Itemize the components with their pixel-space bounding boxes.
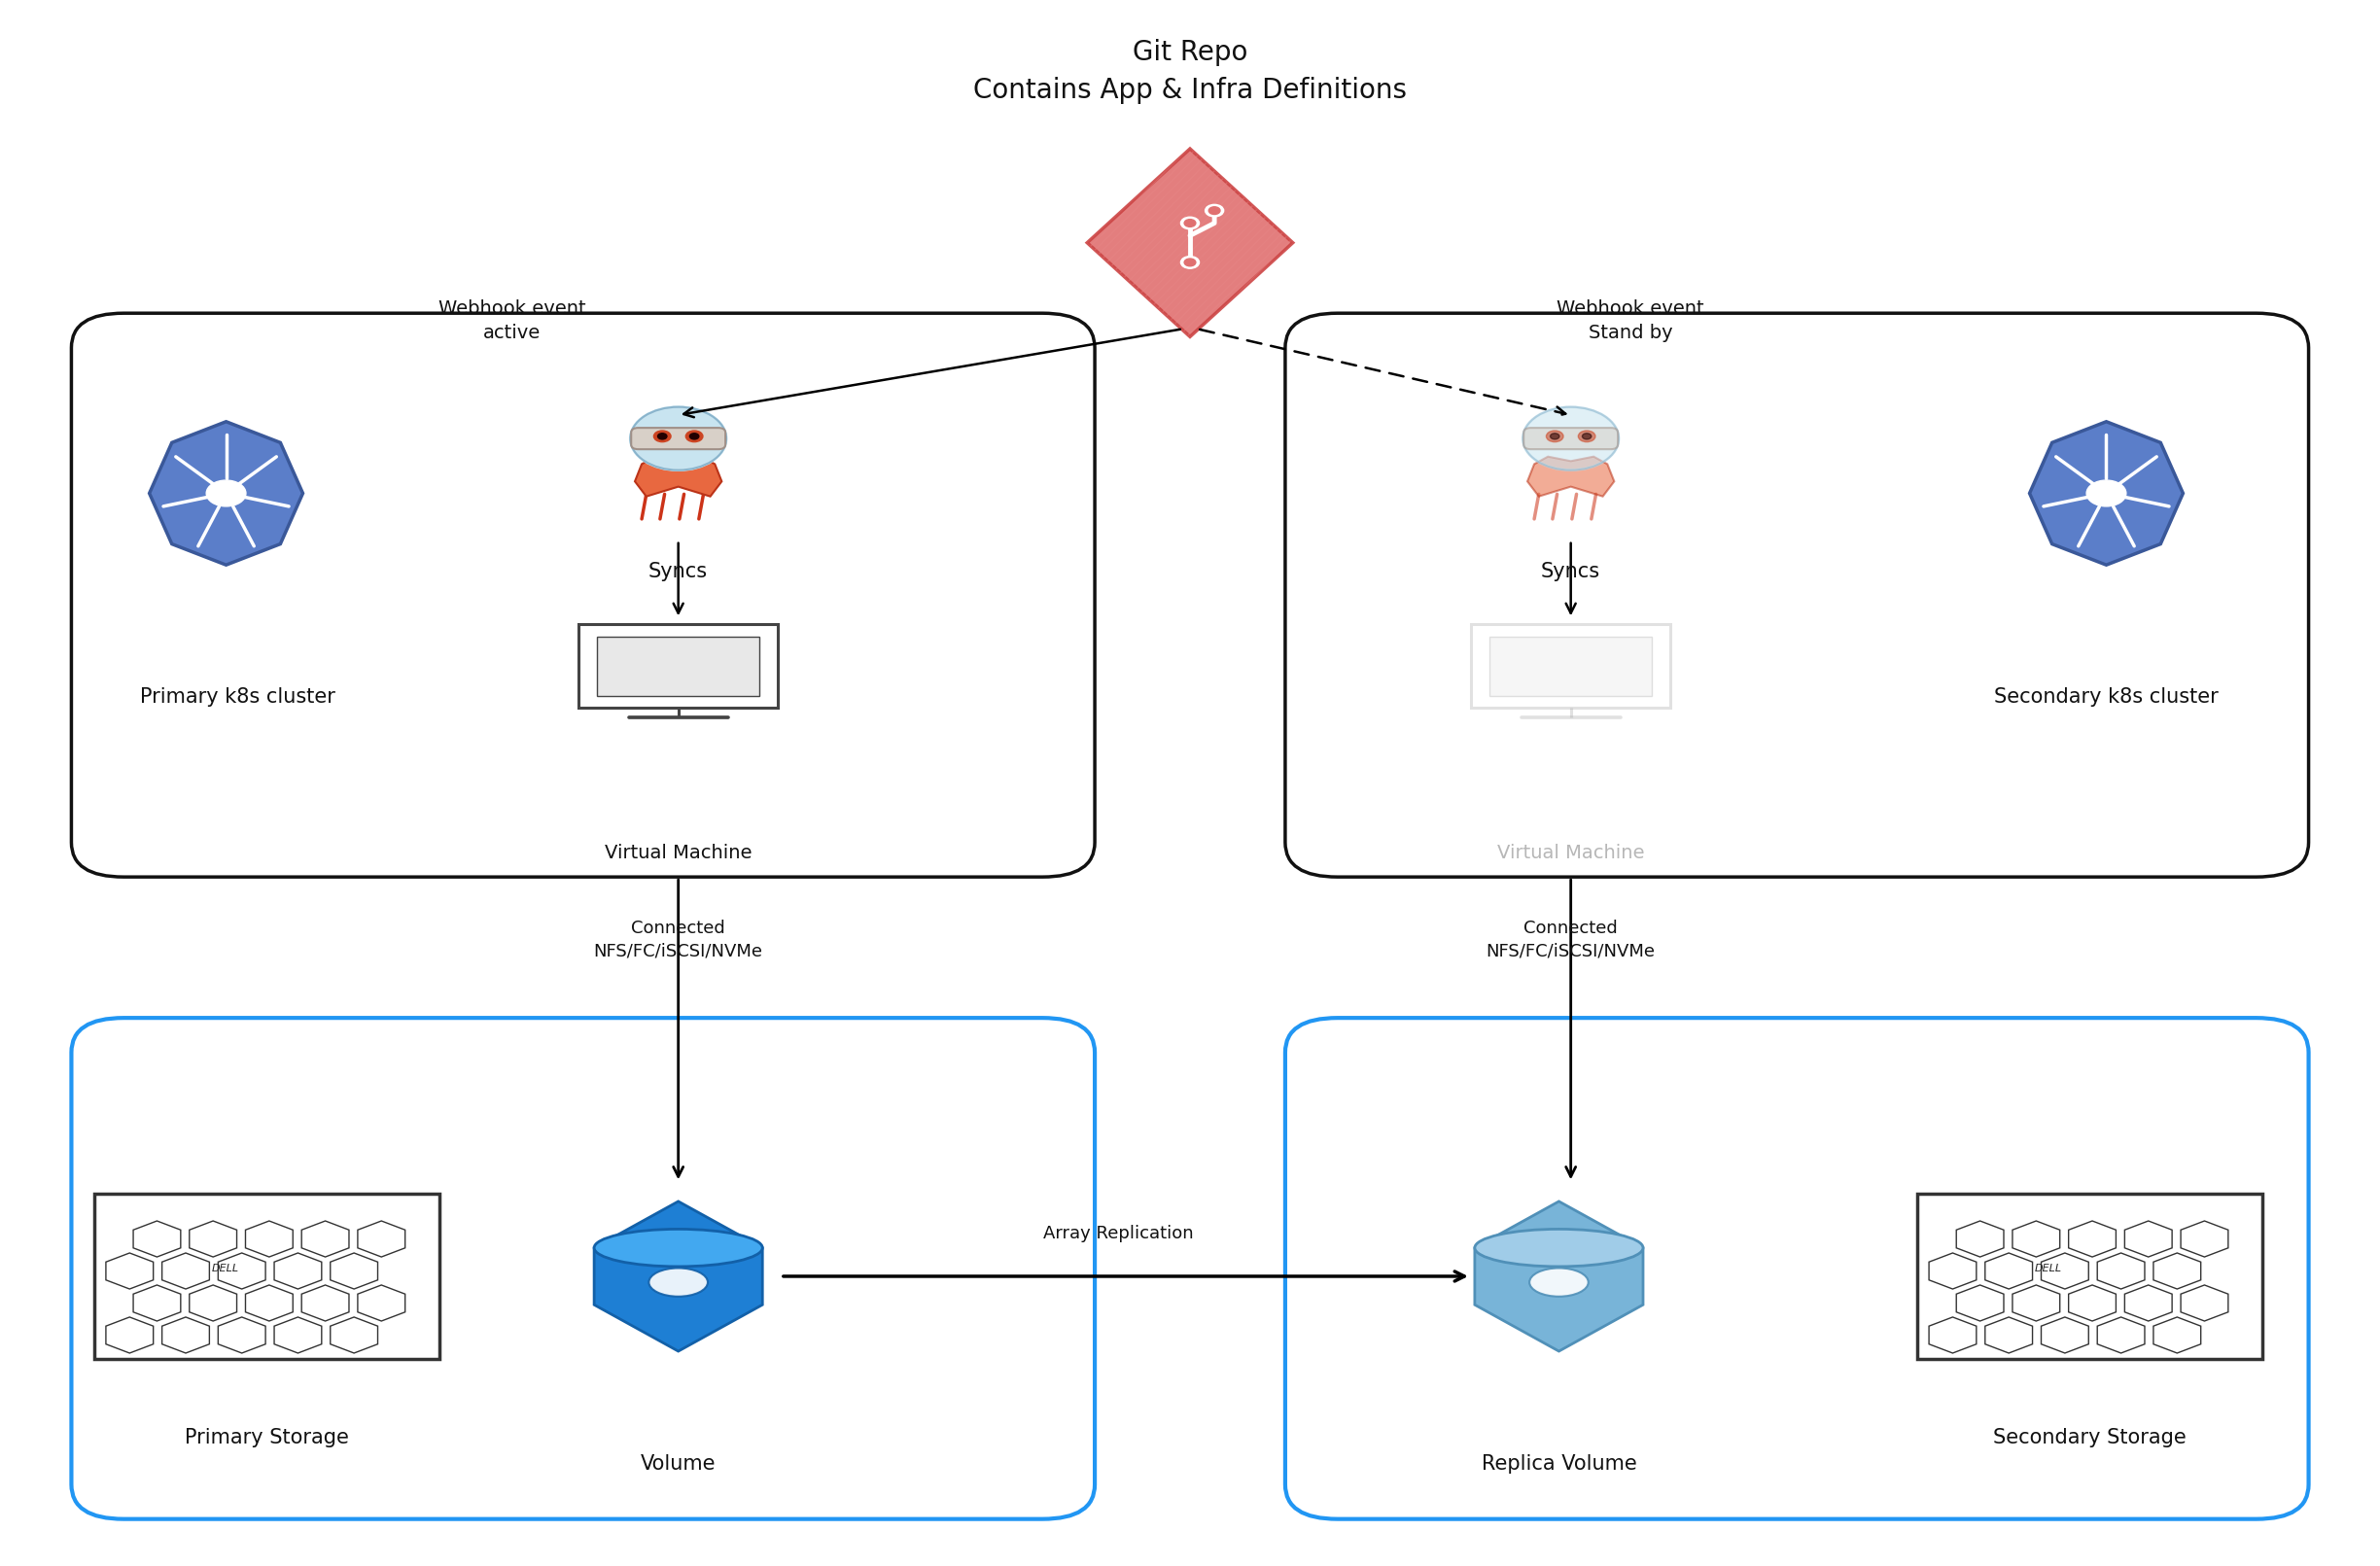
Circle shape	[631, 407, 726, 470]
FancyBboxPatch shape	[1490, 636, 1652, 695]
Text: Secondary Storage: Secondary Storage	[1992, 1428, 2187, 1447]
Polygon shape	[1088, 149, 1292, 337]
Circle shape	[1578, 431, 1595, 442]
Text: Virtual Machine: Virtual Machine	[1497, 844, 1645, 863]
FancyBboxPatch shape	[1471, 625, 1671, 708]
FancyBboxPatch shape	[597, 636, 759, 695]
Polygon shape	[150, 421, 302, 565]
Polygon shape	[1528, 457, 1614, 496]
Text: Primary k8s cluster: Primary k8s cluster	[140, 687, 336, 706]
Circle shape	[1180, 257, 1200, 268]
Circle shape	[1204, 205, 1223, 216]
Circle shape	[1549, 434, 1559, 440]
Ellipse shape	[1476, 1229, 1642, 1267]
Circle shape	[1185, 219, 1195, 227]
FancyBboxPatch shape	[1285, 1018, 2309, 1519]
Text: Git Repo
Contains App & Infra Definitions: Git Repo Contains App & Infra Definition…	[973, 39, 1407, 105]
FancyBboxPatch shape	[95, 1195, 438, 1358]
Circle shape	[1523, 407, 1618, 470]
Text: Connected
NFS/FC/iSCSI/NVMe: Connected NFS/FC/iSCSI/NVMe	[1485, 919, 1656, 960]
Text: Volume: Volume	[640, 1455, 716, 1474]
Circle shape	[1547, 431, 1564, 442]
FancyBboxPatch shape	[1918, 1195, 2261, 1358]
FancyBboxPatch shape	[1285, 313, 2309, 877]
Circle shape	[685, 431, 702, 442]
Text: Array Replication: Array Replication	[1042, 1225, 1195, 1243]
FancyBboxPatch shape	[631, 428, 726, 449]
Circle shape	[690, 434, 700, 440]
Text: Virtual Machine: Virtual Machine	[605, 844, 752, 863]
FancyBboxPatch shape	[71, 1018, 1095, 1519]
Text: Webhook event
Stand by: Webhook event Stand by	[1557, 299, 1704, 343]
FancyBboxPatch shape	[71, 313, 1095, 877]
Circle shape	[1583, 434, 1592, 440]
Text: DELL: DELL	[212, 1264, 238, 1273]
Circle shape	[2087, 481, 2125, 506]
Circle shape	[1209, 207, 1221, 215]
FancyBboxPatch shape	[578, 625, 778, 708]
Ellipse shape	[595, 1229, 762, 1267]
Circle shape	[654, 431, 671, 442]
Text: Replica Volume: Replica Volume	[1480, 1455, 1637, 1474]
Text: Secondary k8s cluster: Secondary k8s cluster	[1994, 687, 2218, 706]
Polygon shape	[2030, 421, 2182, 565]
Text: Syncs: Syncs	[650, 562, 707, 581]
Text: Primary Storage: Primary Storage	[186, 1428, 347, 1447]
Ellipse shape	[650, 1268, 707, 1297]
Circle shape	[657, 434, 666, 440]
Polygon shape	[1476, 1201, 1642, 1351]
FancyBboxPatch shape	[1523, 428, 1618, 449]
Circle shape	[1180, 218, 1200, 229]
Text: Connected
NFS/FC/iSCSI/NVMe: Connected NFS/FC/iSCSI/NVMe	[593, 919, 764, 960]
Polygon shape	[595, 1201, 762, 1351]
Text: Webhook event
active: Webhook event active	[438, 299, 585, 343]
Polygon shape	[635, 457, 721, 496]
Circle shape	[1185, 258, 1195, 266]
Ellipse shape	[1530, 1268, 1587, 1297]
Circle shape	[207, 481, 245, 506]
Text: DELL: DELL	[2035, 1264, 2061, 1273]
Text: Syncs: Syncs	[1542, 562, 1599, 581]
